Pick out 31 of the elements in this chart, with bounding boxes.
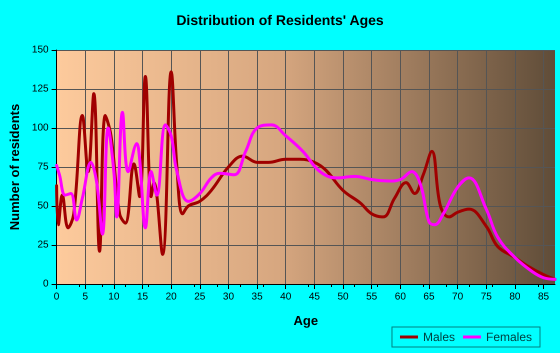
y-axis-title: Number of residents — [7, 104, 22, 230]
x-tick-label: 75 — [480, 292, 492, 302]
x-tick-label: 40 — [280, 292, 292, 302]
x-tick-label: 30 — [222, 292, 234, 302]
legend-label: Males — [422, 330, 455, 344]
x-axis-title: Age — [294, 313, 318, 328]
legend-label: Females — [486, 330, 532, 344]
x-tick-label: 20 — [166, 292, 178, 302]
x-tick-label: 5 — [82, 292, 88, 302]
y-tick-label: 75 — [37, 162, 50, 172]
line-series — [55, 110, 556, 281]
x-tick-label: 50 — [337, 292, 350, 302]
y-tick-label: 100 — [32, 122, 50, 134]
x-tick-label: 60 — [394, 292, 406, 302]
x-tick-label: 35 — [252, 292, 264, 302]
y-tick-label: 150 — [32, 44, 50, 56]
y-tick-label: 50 — [37, 200, 50, 212]
y-tick-label: 0 — [43, 278, 50, 290]
y-tick-label: 25 — [37, 240, 50, 250]
x-tick-label: 80 — [509, 292, 521, 302]
x-tick-label: 70 — [452, 292, 464, 302]
x-tick-label: 55 — [366, 292, 378, 302]
x-tick-label: 10 — [108, 292, 120, 302]
x-tick-label: 45 — [308, 292, 320, 302]
x-tick-label: 85 — [538, 292, 550, 302]
x-tick-label: 25 — [194, 292, 206, 302]
x-tick-label: 15 — [136, 292, 149, 302]
x-tick-label: 65 — [423, 292, 435, 302]
chart-title: Distribution of Residents' Ages — [176, 12, 384, 28]
x-tick-label: 0 — [54, 292, 60, 302]
y-tick-label: 125 — [32, 84, 50, 94]
